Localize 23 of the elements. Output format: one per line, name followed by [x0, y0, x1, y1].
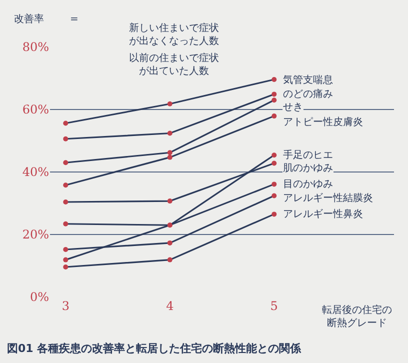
- series-label: アトピー性皮膚炎: [283, 116, 363, 128]
- x-axis-title: 転居後の住宅の断熱グレード: [322, 304, 392, 329]
- x-tick-label: 3: [62, 299, 70, 313]
- x-tick-label: 5: [270, 299, 278, 313]
- series-label: せき: [283, 102, 303, 113]
- series-label: 手足のヒエ: [283, 149, 333, 161]
- x-tick-label: 4: [166, 299, 174, 313]
- series-label: 肌のかゆみ: [283, 163, 333, 174]
- y-tick-label: 60%: [22, 102, 49, 117]
- series-label: のどの痛み: [283, 88, 333, 100]
- annotation: 新しい住まいで症状が出なくなった人数: [129, 22, 219, 47]
- series-label: 目のかゆみ: [283, 179, 333, 190]
- series-label: アレルギー性鼻炎: [283, 208, 363, 220]
- y-tick-label: 20%: [22, 228, 49, 242]
- text: 図01 各種疾患の改善率と転居した住宅の断熱性能との関係: [7, 342, 302, 355]
- text: =: [70, 14, 78, 25]
- y-tick-label: 40%: [22, 165, 49, 180]
- y-axis-title: 改善率: [14, 13, 44, 25]
- series-label: アレルギー性結膜炎: [283, 192, 373, 204]
- series-label: 気管支喘息: [283, 74, 333, 86]
- annotation: 以前の住まいで症状が出ていた人数: [129, 52, 219, 77]
- y-tick-label: 80%: [22, 40, 49, 54]
- y-tick-label: 0%: [30, 290, 49, 304]
